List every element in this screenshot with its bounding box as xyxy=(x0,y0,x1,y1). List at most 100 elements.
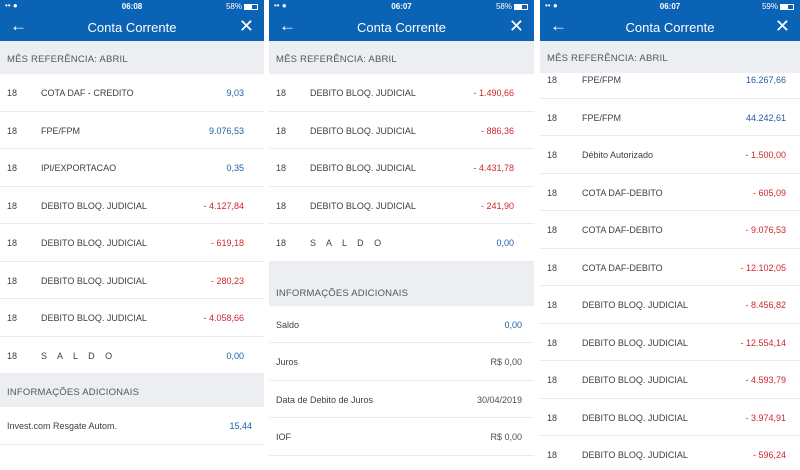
transaction-description: COTA DAF-DEBITO xyxy=(582,187,663,198)
transaction-description: FPE/FPM xyxy=(41,125,81,136)
transaction-description: DEBITO BLOQ. JUDICIAL xyxy=(310,200,416,211)
transaction-day: 18 xyxy=(547,187,558,198)
section-header-month: MÊS REFERÊNCIA: ABRIL xyxy=(540,41,800,73)
transaction-amount: - 4.058,66 xyxy=(203,313,244,323)
transaction-amount: - 1.500,00 xyxy=(745,150,786,160)
screen-panel-1: •• ● 06:08 58% ← Conta Corrente ✕ MÊS RE… xyxy=(0,0,264,470)
info-label: Data de Debito de Juros xyxy=(276,394,374,405)
transaction-row[interactable]: 18 S A L D O 0,00 xyxy=(269,224,534,262)
transaction-row[interactable]: 18 DEBITO BLOQ. JUDICIAL - 280,23 xyxy=(0,262,264,299)
transaction-day: 18 xyxy=(7,238,18,248)
transaction-description: S A L D O xyxy=(41,350,117,361)
transaction-day: 18 xyxy=(7,163,18,173)
transaction-description: DEBITO BLOQ. JUDICIAL xyxy=(41,238,147,248)
transaction-row[interactable]: 18 FPE/FPM 9.076,53 xyxy=(0,112,264,149)
transaction-amount: - 9.076,53 xyxy=(745,225,786,235)
transaction-day: 18 xyxy=(7,313,18,323)
battery-percent: 58% xyxy=(225,2,242,11)
panel-divider xyxy=(264,0,269,470)
transaction-row[interactable]: 18 DEBITO BLOQ. JUDICIAL - 619,18 xyxy=(0,224,264,262)
transaction-amount: - 1.490,66 xyxy=(473,88,514,98)
transaction-row[interactable]: 18 COTA DAF-DEBITO - 12.102,05 xyxy=(540,249,800,286)
arrow-left-icon[interactable]: ← xyxy=(550,16,567,35)
transaction-day: 18 xyxy=(547,150,558,160)
transaction-row[interactable]: 18 DEBITO BLOQ. JUDICIAL - 4.058,66 xyxy=(0,299,264,337)
arrow-left-icon[interactable]: ← xyxy=(279,16,296,35)
transaction-row[interactable]: 18 FPE/FPM 44.242,61 xyxy=(540,99,800,136)
info-value: R$ 0,00 xyxy=(490,357,522,367)
transaction-day: 18 xyxy=(7,200,18,211)
info-list: Saldo 0,00 Juros R$ 0,00 Data de Debito de J… xyxy=(269,306,534,456)
transaction-description: DEBITO BLOQ. JUDICIAL xyxy=(582,300,688,310)
transaction-row[interactable]: 18 FPE/FPM 16.267,66 xyxy=(540,61,800,99)
transaction-amount: - 4.127,84 xyxy=(203,200,244,211)
info-value: R$ 0,00 xyxy=(490,432,522,442)
transaction-list: 18 DEBITO BLOQ. JUDICIAL - 1.490,66 18 DEBIT… xyxy=(269,74,534,262)
transaction-day: 18 xyxy=(547,337,558,348)
transaction-day: 18 xyxy=(7,350,18,361)
close-icon[interactable]: ✕ xyxy=(508,16,524,36)
screen-panel-3: •• ● 06:07 59% ← Conta Corrente ✕ MÊS RE… xyxy=(540,0,800,470)
transaction-row[interactable]: 18 DEBITO BLOQ. JUDICIAL - 1.490,66 xyxy=(269,74,534,112)
transaction-amount: 0,35 xyxy=(226,163,244,173)
transaction-amount: - 4.593,79 xyxy=(745,375,786,385)
section-header-month: MÊS REFERÊNCIA: ABRIL xyxy=(269,41,534,74)
transaction-description: COTA DAF - CREDITO xyxy=(41,88,134,98)
info-row: Invest.com Resgate Autom. 15,44 xyxy=(0,407,264,445)
transaction-amount: - 280,23 xyxy=(210,275,244,286)
close-icon[interactable]: ✕ xyxy=(238,16,254,36)
transaction-day: 18 xyxy=(7,125,18,136)
info-label: IOF xyxy=(276,432,291,442)
transaction-row[interactable]: 18 DEBITO BLOQ. JUDICIAL - 12.554,14 xyxy=(540,324,800,361)
battery-percent: 59% xyxy=(761,2,778,11)
page-title: Conta Corrente xyxy=(87,20,177,35)
transaction-description: DEBITO BLOQ. JUDICIAL xyxy=(41,200,147,211)
app-bar: ← Conta Corrente ✕ xyxy=(540,13,800,41)
transaction-row[interactable]: 18 DEBITO BLOQ. JUDICIAL - 886,36 xyxy=(269,112,534,149)
arrow-left-icon[interactable]: ← xyxy=(10,16,27,35)
battery-percent: 58% xyxy=(495,2,512,11)
transaction-amount: 9,03 xyxy=(226,88,244,98)
transaction-description: COTA DAF-DEBITO xyxy=(582,225,663,235)
signal-icon: •• ● xyxy=(274,1,287,10)
transaction-row[interactable]: 18 IPI/EXPORTACAO 0,35 xyxy=(0,149,264,187)
signal-icon: •• ● xyxy=(5,1,18,10)
transaction-list: 18 FPE/FPM 16.267,66 18 FPE/FPM 44.242,61 18 Dé… xyxy=(540,61,800,470)
transaction-amount: - 605,09 xyxy=(752,187,786,198)
transaction-row[interactable]: 18 COTA DAF-DEBITO - 605,09 xyxy=(540,174,800,211)
transaction-day: 18 xyxy=(547,262,558,273)
battery-indicator: 58% xyxy=(226,2,258,11)
battery-icon xyxy=(780,3,794,10)
transaction-row[interactable]: 18 DEBITO BLOQ. JUDICIAL - 4.127,84 xyxy=(0,187,264,224)
transaction-amount: 9.076,53 xyxy=(208,125,244,136)
info-value: 30/04/2019 xyxy=(476,394,522,405)
page-title: Conta Corrente xyxy=(625,20,715,35)
transaction-row[interactable]: 18 Débito Autorizado - 1.500,00 xyxy=(540,136,800,174)
transaction-amount: 44.242,61 xyxy=(745,112,786,123)
transaction-amount: - 241,90 xyxy=(480,200,514,211)
transaction-day: 18 xyxy=(276,163,287,173)
transaction-row[interactable]: 18 S A L D O 0,00 xyxy=(0,337,264,374)
transaction-row[interactable]: 18 DEBITO BLOQ. JUDICIAL - 596,24 xyxy=(540,436,800,470)
transaction-amount: - 12.554,14 xyxy=(740,337,786,348)
transaction-amount: - 12.102,05 xyxy=(740,262,786,273)
status-bar: •• ● 06:07 58% xyxy=(269,0,534,13)
close-icon[interactable]: ✕ xyxy=(774,16,790,36)
transaction-amount: - 886,36 xyxy=(480,125,514,136)
transaction-amount: 16.267,66 xyxy=(745,75,786,85)
transaction-row[interactable]: 18 COTA DAF - CREDITO 9,03 xyxy=(0,74,264,112)
info-label: Saldo xyxy=(276,319,300,330)
transaction-description: DEBITO BLOQ. JUDICIAL xyxy=(41,313,147,323)
transaction-row[interactable]: 18 DEBITO BLOQ. JUDICIAL - 3.974,91 xyxy=(540,399,800,436)
transaction-row[interactable]: 18 DEBITO BLOQ. JUDICIAL - 4.431,78 xyxy=(269,149,534,187)
transaction-day: 18 xyxy=(7,88,18,98)
transaction-row[interactable]: 18 DEBITO BLOQ. JUDICIAL - 8.456,82 xyxy=(540,286,800,324)
transaction-description: DEBITO BLOQ. JUDICIAL xyxy=(310,88,416,98)
status-time: 06:07 xyxy=(391,2,412,11)
transaction-amount: - 3.974,91 xyxy=(745,412,786,423)
transaction-amount: - 619,18 xyxy=(210,238,244,248)
transaction-row[interactable]: 18 COTA DAF-DEBITO - 9.076,53 xyxy=(540,211,800,249)
transaction-row[interactable]: 18 DEBITO BLOQ. JUDICIAL - 241,90 xyxy=(269,187,534,224)
info-row: Juros R$ 0,00 xyxy=(269,343,534,381)
transaction-row[interactable]: 18 DEBITO BLOQ. JUDICIAL - 4.593,79 xyxy=(540,361,800,399)
